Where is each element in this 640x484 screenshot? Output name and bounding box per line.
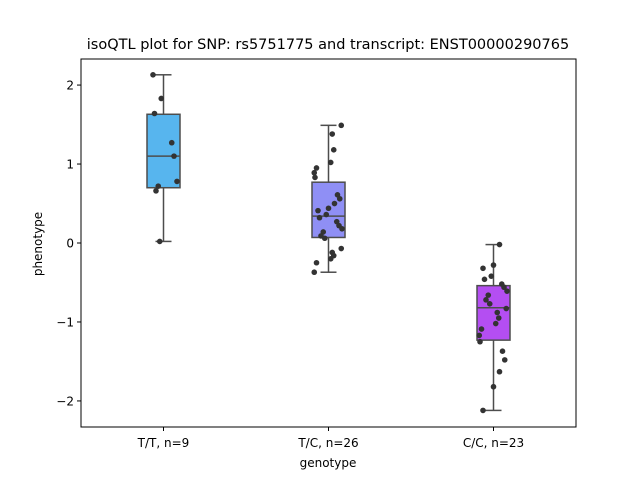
- data-point: [158, 95, 165, 102]
- box: [476, 284, 511, 341]
- x-axis-label: genotype: [300, 456, 357, 470]
- x-axis: T/T, n=9 T/C, n=26 C/C, n=23: [137, 427, 524, 450]
- data-point: [313, 259, 320, 266]
- data-point: [155, 183, 162, 189]
- data-point: [327, 255, 334, 262]
- data-point: [492, 320, 499, 327]
- data-point: [331, 200, 338, 207]
- y-axis: −2 −1 0 1 2: [56, 79, 81, 408]
- data-point: [504, 288, 510, 294]
- data-point: [503, 305, 510, 312]
- data-point: [496, 368, 503, 375]
- data-point: [330, 147, 337, 153]
- data-point: [494, 309, 501, 316]
- data-point: [490, 262, 497, 268]
- data-point: [315, 207, 321, 214]
- data-point: [490, 383, 497, 390]
- data-point: [486, 301, 493, 307]
- data-point: [325, 205, 332, 212]
- y-tick-label: 2: [66, 79, 74, 93]
- data-point: [329, 131, 336, 137]
- x-tick-label: T/C, n=26: [297, 436, 358, 450]
- data-point: [168, 139, 175, 146]
- data-point: [481, 276, 488, 283]
- points-group: [311, 122, 345, 276]
- data-point: [488, 273, 495, 279]
- y-tick-label: 1: [66, 158, 74, 172]
- data-point: [311, 169, 318, 176]
- data-point: [496, 241, 503, 248]
- data-point: [485, 292, 492, 298]
- data-point: [339, 225, 345, 232]
- box-group: [146, 74, 181, 243]
- points-group: [476, 241, 510, 414]
- data-point: [311, 269, 318, 276]
- points-group: [150, 71, 180, 245]
- data-point: [338, 122, 345, 129]
- data-point: [171, 153, 177, 159]
- data-point: [483, 297, 489, 303]
- chart-title: isoQTL plot for SNP: rs5751775 and trans…: [87, 37, 569, 53]
- data-point: [323, 211, 330, 218]
- data-point: [327, 159, 334, 166]
- data-point: [316, 214, 323, 221]
- data-point: [480, 407, 486, 414]
- data-point: [499, 348, 506, 354]
- y-tick-label: −1: [56, 315, 74, 329]
- data-point: [156, 238, 163, 245]
- data-point: [477, 338, 483, 345]
- data-point: [495, 315, 502, 321]
- data-point: [153, 188, 159, 194]
- data-point: [501, 357, 508, 363]
- x-tick-label: C/C, n=23: [463, 436, 524, 450]
- data-point: [476, 332, 483, 339]
- plot-area: [146, 71, 511, 414]
- data-point: [501, 284, 507, 291]
- data-point: [150, 71, 156, 78]
- data-point: [313, 165, 320, 171]
- data-point: [338, 245, 345, 252]
- data-point: [312, 174, 318, 181]
- x-tick-label: T/T, n=9: [137, 436, 190, 450]
- y-tick-label: −2: [56, 394, 74, 408]
- data-point: [480, 265, 486, 272]
- data-point: [174, 178, 180, 185]
- y-tick-label: 0: [66, 237, 74, 251]
- data-point: [336, 195, 343, 202]
- box: [146, 113, 181, 189]
- data-point: [478, 326, 485, 332]
- data-point: [151, 110, 158, 117]
- data-point: [321, 235, 328, 242]
- y-axis-label: phenotype: [31, 212, 45, 276]
